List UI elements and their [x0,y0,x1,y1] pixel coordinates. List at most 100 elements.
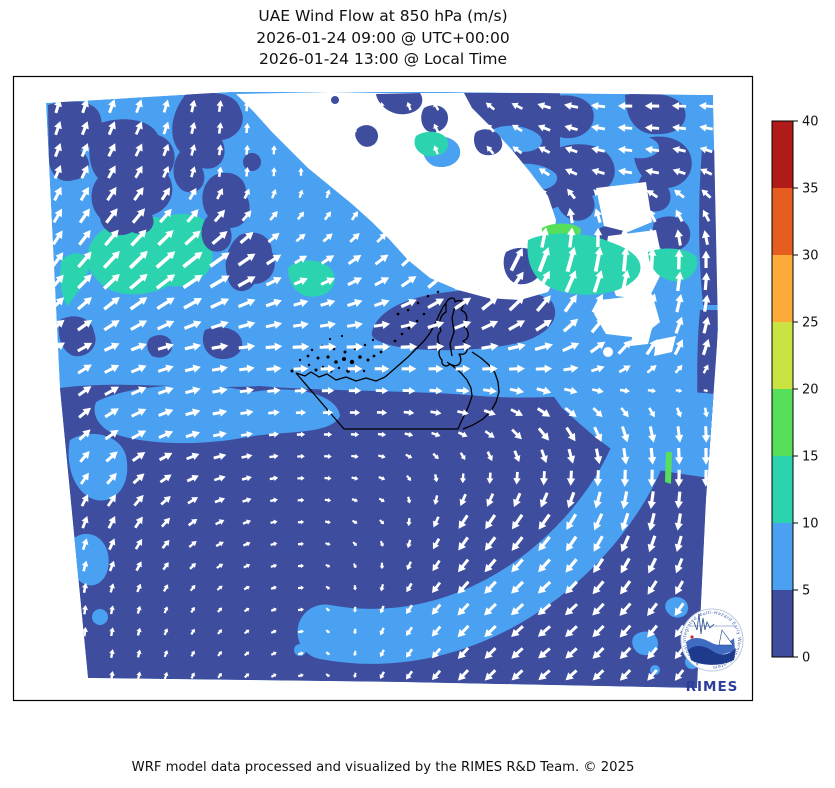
teal-top-isle [414,131,449,157]
wind-arrow [698,102,714,110]
wind-arrow [158,430,174,439]
island-dot [426,294,430,298]
wind-arrow [430,409,442,416]
island-dot [407,326,411,330]
wind-arrow [319,320,336,330]
wind-arrow [161,539,170,549]
wind-arrow [379,583,385,592]
wind-arrow [456,229,469,247]
wind-arrow [620,557,631,574]
wind-arrow [104,386,120,397]
wind-arrow [376,232,387,244]
wind-arrow [538,647,551,659]
wind-arrow [513,492,522,508]
wind-arrow [188,540,197,548]
wind-arrow [433,145,439,155]
wind-arrow [379,540,385,547]
wind-arrow [675,294,684,313]
wind-arrow [406,167,412,177]
wind-arrow [619,189,632,199]
wind-arrow [536,386,552,395]
wind-arrow [619,646,632,660]
wind-arrow [211,364,228,373]
wind-arrow [431,209,440,223]
wind-arrow [265,276,282,287]
wind-arrow [674,535,683,552]
wind-arrow [243,585,250,591]
teal-finger-west [60,253,89,306]
wind-arrow [189,166,197,178]
wind-arrow [617,167,633,176]
wind-arrow [402,387,416,395]
wind-arrow [619,387,630,394]
wind-arrow [81,538,89,551]
green-streak-east [665,452,672,484]
wind-arrow [182,274,203,290]
wind-arrow [404,431,414,438]
logo-wave-dark [688,646,736,665]
wind-arrow [484,558,497,573]
wind-arrow [513,450,521,463]
wind-arrow [269,453,279,460]
wind-arrow [210,298,230,309]
wind-arrow [507,342,526,351]
island-dot [366,358,370,362]
wind-arrow [401,364,417,373]
wind-arrow [511,102,524,110]
colorbar: 0 5 10 15 20 25 30 35 40 [771,115,819,666]
wind-arrow [566,207,576,224]
wind-arrow [647,557,658,574]
coastline-path [295,372,458,430]
wind-arrow [293,277,308,286]
wind-arrow [565,246,577,273]
wind-arrow [296,431,306,438]
wind-arrow [240,431,253,438]
wind-arrow [79,450,90,463]
wind-arrow [593,535,604,552]
wind-arrow [53,142,62,158]
wind-arrow [508,320,526,331]
wind-arrow [564,603,579,616]
wind-arrow [270,673,277,678]
wind-arrow [481,320,499,331]
wind-arrow [109,649,115,659]
island-dot [372,354,376,358]
island-dot [371,338,375,342]
wind-arrow [674,646,685,660]
wind-arrow [481,249,497,271]
wind-arrow [212,386,228,395]
wind-arrow [617,123,633,132]
wind-arrow [484,580,497,594]
coastline-path [462,351,500,430]
wind-arrow [346,320,363,330]
wind-arrow [159,208,172,224]
wind-arrow [702,209,711,222]
wind-arrow [351,498,359,503]
wind-arrow [187,518,198,527]
island-dot [306,354,310,358]
wind-arrow [322,233,333,243]
wind-arrow [484,624,497,638]
wind-arrow [481,296,498,311]
wind-arrow [592,669,605,681]
wind-arrow [270,629,277,634]
wind-arrow [209,275,230,289]
wind-arrow [433,167,439,177]
wind-arrow [593,470,603,487]
wind-arrow [431,431,441,438]
wind-arrow [592,407,603,418]
wind-arrow [538,168,550,177]
wind-arrow [320,255,335,265]
wind-arrow [674,316,684,334]
wind-arrow [108,99,116,114]
wind-arrow [459,187,467,200]
wind-arrow [459,473,467,484]
wind-arrow [701,272,711,291]
wind-arrow [620,269,630,293]
wind-arrow [457,431,468,438]
wind-arrow [217,672,222,679]
wind-arrow [241,453,253,460]
wind-arrow [320,299,336,308]
wind-arrow [270,607,277,612]
wind-arrow [400,320,418,329]
